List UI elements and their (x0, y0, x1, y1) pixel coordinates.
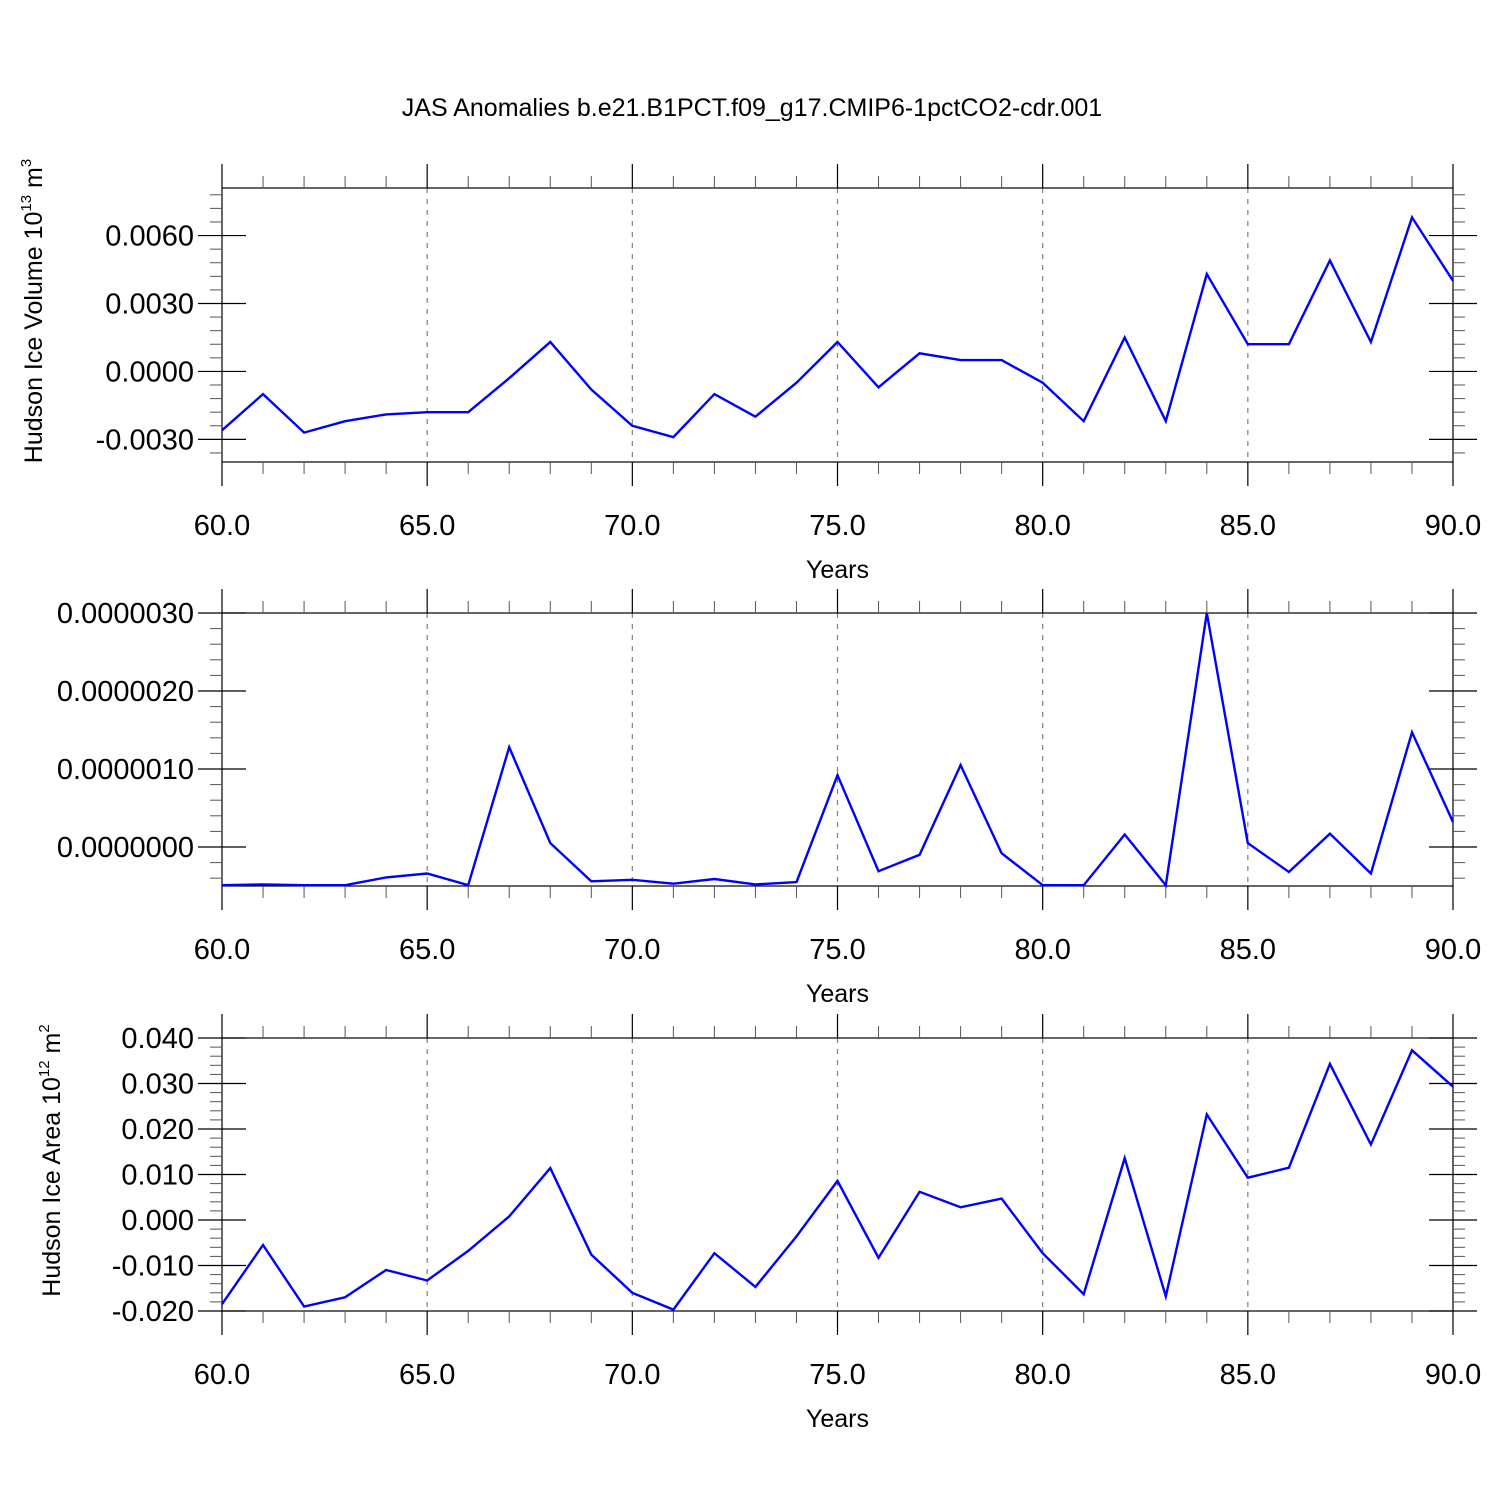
x-tick-label: 60.0 (194, 934, 250, 966)
y-axis-title: Hudson Ice Volume 1013 m3 (18, 159, 48, 463)
panels: 60.0 65.0 70.0 75.0 80.0 85.0 90.0 -0.0030 0.000… (18, 159, 1481, 1433)
x-tick-label: 75.0 (809, 934, 865, 966)
x-tick-label: 75.0 (809, 1359, 865, 1391)
x-tick-label: 85.0 (1220, 510, 1276, 542)
x-tick-label: 80.0 (1014, 1359, 1070, 1391)
x-tick-label: 85.0 (1220, 934, 1276, 966)
y-tick-label: 0.010 (121, 1160, 194, 1192)
y-axis-title-text: Hudson Ice Volume 10 (20, 212, 48, 464)
figure-title: JAS Anomalies b.e21.B1PCT.f09_g17.CMIP6-… (402, 94, 1102, 122)
y-tick-label: 0.0000000 (57, 832, 194, 864)
y-axis-title-exponent: 13 (18, 195, 35, 212)
x-tick-label: 60.0 (194, 1359, 250, 1391)
y-tick-label: 0.000 (121, 1205, 194, 1237)
y-axis-title-unit-exponent: 3 (18, 159, 35, 167)
x-tick-label: 70.0 (604, 1359, 660, 1391)
y-tick-label: -0.010 (112, 1251, 194, 1283)
x-tick-label: 65.0 (399, 510, 455, 542)
x-tick-label: 60.0 (194, 510, 250, 542)
x-axis-title: Years (806, 980, 869, 1008)
panel-1: 60.0 65.0 70.0 75.0 80.0 85.0 90.0 -0.0030 0.000… (18, 159, 1481, 584)
y-axis-title: Hudson Ice Area 1012 m2 (36, 1024, 66, 1296)
y-tick-label: 0.0000010 (57, 754, 194, 786)
y-tick-label: 0.0000020 (57, 676, 194, 708)
y-tick-label: -0.020 (112, 1296, 194, 1328)
y-axis-title-text: Hudson Ice Area 10 (38, 1077, 66, 1297)
x-tick-label: 90.0 (1425, 1359, 1481, 1391)
y-tick-label: 0.0060 (105, 221, 194, 253)
y-axis-title-unit-exponent: 2 (36, 1024, 53, 1032)
x-axis-title: Years (806, 556, 869, 584)
panel-3: 60.0 65.0 70.0 75.0 80.0 85.0 90.0 -0.020 -0.010… (36, 1014, 1481, 1433)
y-tick-label: 0.0000 (105, 356, 194, 388)
x-tick-label: 90.0 (1425, 934, 1481, 966)
x-tick-label: 85.0 (1220, 1359, 1276, 1391)
y-axis-title-unit: m (20, 167, 48, 195)
y-axis-title-unit: m (38, 1033, 66, 1061)
x-tick-label: 75.0 (809, 510, 865, 542)
y-tick-label: 0.030 (121, 1069, 194, 1101)
x-tick-label: 70.0 (604, 934, 660, 966)
y-tick-label: -0.0030 (96, 424, 194, 456)
x-tick-label: 65.0 (399, 1359, 455, 1391)
x-tick-label: 80.0 (1014, 934, 1070, 966)
y-axis-title-exponent: 12 (36, 1060, 53, 1077)
x-tick-label: 65.0 (399, 934, 455, 966)
y-tick-label: 0.0030 (105, 288, 194, 320)
panel-2: 60.0 65.0 70.0 75.0 80.0 85.0 90.0 0.0000000 0.0… (57, 589, 1481, 1008)
y-tick-label: 0.040 (121, 1023, 194, 1055)
y-tick-label: 0.0000030 (57, 598, 194, 630)
series-line (221, 214, 1455, 439)
x-tick-label: 90.0 (1425, 510, 1481, 542)
x-tick-label: 80.0 (1014, 510, 1070, 542)
x-tick-label: 70.0 (604, 510, 660, 542)
x-axis-title: Years (806, 1405, 869, 1433)
y-tick-label: 0.020 (121, 1114, 194, 1146)
